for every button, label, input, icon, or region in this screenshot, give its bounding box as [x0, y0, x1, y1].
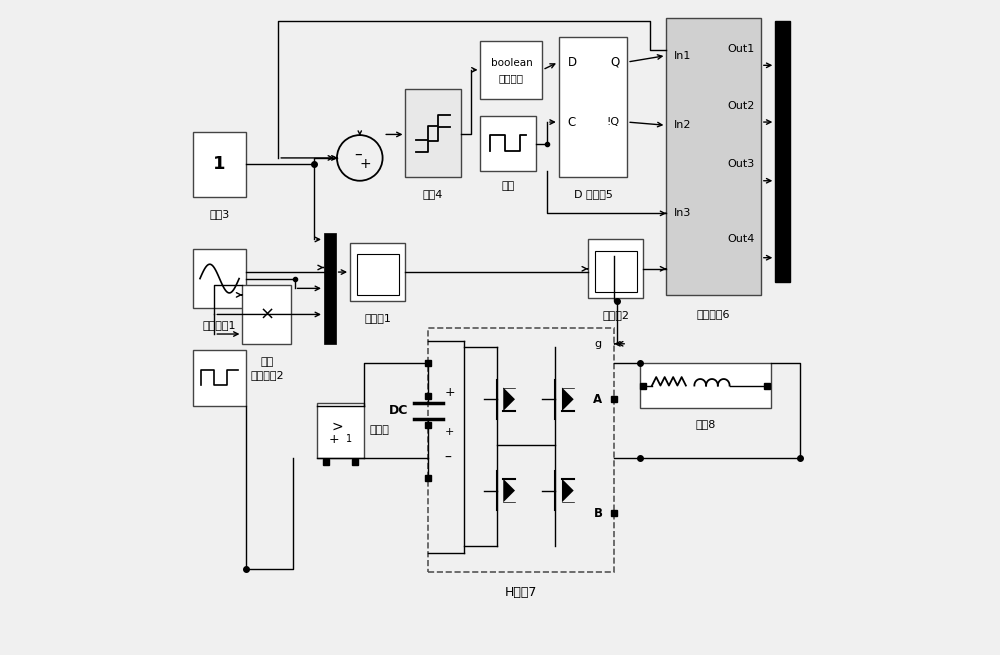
Polygon shape [503, 388, 515, 411]
FancyBboxPatch shape [480, 115, 536, 171]
Polygon shape [503, 479, 515, 502]
Text: 控制信号2: 控制信号2 [250, 370, 284, 380]
Text: ×: × [259, 305, 274, 324]
FancyBboxPatch shape [640, 364, 771, 407]
Text: In2: In2 [674, 121, 692, 130]
Text: 滞环4: 滞环4 [423, 189, 443, 199]
Text: +: + [359, 157, 371, 172]
Text: 信号给定1: 信号给定1 [203, 320, 236, 329]
FancyBboxPatch shape [350, 243, 405, 301]
FancyBboxPatch shape [428, 328, 614, 572]
FancyBboxPatch shape [317, 403, 364, 458]
Polygon shape [562, 388, 574, 411]
FancyBboxPatch shape [559, 37, 627, 178]
Text: Out3: Out3 [727, 159, 754, 170]
Text: H桥路7: H桥路7 [505, 586, 537, 599]
Text: !Q: !Q [606, 117, 619, 127]
FancyBboxPatch shape [193, 250, 246, 308]
Text: 负载8: 负载8 [695, 419, 716, 430]
Text: +: + [329, 433, 340, 446]
Text: Q: Q [610, 56, 619, 69]
Text: 给定: 给定 [260, 357, 273, 367]
Text: 示波器2: 示波器2 [602, 310, 629, 320]
Text: +: + [445, 427, 454, 437]
FancyBboxPatch shape [595, 251, 637, 291]
Text: –: – [445, 451, 451, 465]
Text: Out4: Out4 [727, 234, 754, 244]
FancyBboxPatch shape [405, 90, 461, 178]
FancyBboxPatch shape [480, 41, 542, 99]
Text: 数据转换6: 数据转换6 [697, 309, 730, 319]
Text: In3: In3 [674, 208, 692, 218]
Text: A: A [593, 393, 602, 405]
Text: Out2: Out2 [727, 101, 754, 111]
Text: Out1: Out1 [727, 44, 754, 54]
FancyBboxPatch shape [324, 233, 336, 344]
Text: In1: In1 [674, 50, 692, 60]
Text: D 触发器5: D 触发器5 [574, 189, 612, 199]
Text: >: > [332, 420, 343, 434]
Text: 1: 1 [346, 434, 352, 444]
FancyBboxPatch shape [775, 21, 790, 282]
Text: 电压表: 电压表 [370, 425, 389, 435]
Text: boolean: boolean [491, 58, 532, 68]
FancyBboxPatch shape [588, 240, 643, 298]
Text: 示波器1: 示波器1 [364, 313, 391, 323]
Text: 实测3: 实测3 [209, 209, 230, 219]
Text: D: D [568, 56, 577, 69]
FancyBboxPatch shape [242, 285, 291, 344]
Text: 时钟: 时钟 [502, 181, 515, 191]
Text: g: g [594, 339, 601, 349]
FancyBboxPatch shape [193, 350, 246, 405]
Text: 1: 1 [213, 155, 226, 174]
Text: C: C [568, 115, 576, 128]
FancyBboxPatch shape [193, 132, 246, 197]
FancyBboxPatch shape [357, 254, 399, 295]
Text: –: – [355, 147, 362, 162]
Text: +: + [445, 386, 455, 399]
Polygon shape [562, 479, 574, 502]
Text: DC: DC [389, 405, 409, 417]
FancyBboxPatch shape [666, 18, 761, 295]
Text: 布尔元件: 布尔元件 [499, 73, 524, 83]
Text: B: B [593, 507, 602, 520]
